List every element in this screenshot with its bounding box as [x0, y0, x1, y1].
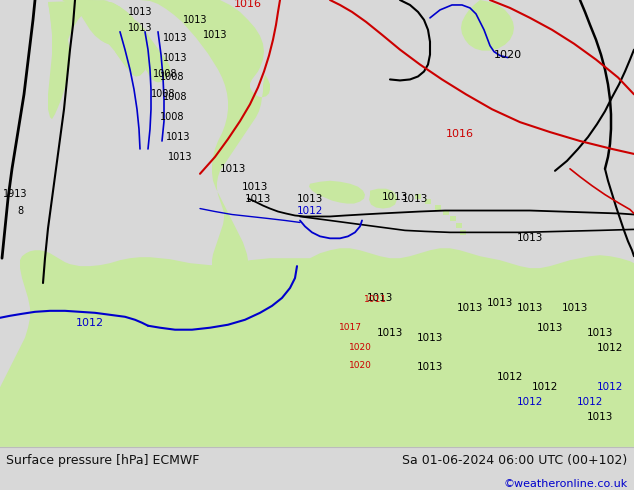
Text: 1013: 1013: [457, 303, 483, 313]
Text: 1012: 1012: [597, 382, 623, 392]
Text: 1012: 1012: [497, 372, 523, 382]
Text: Surface pressure [hPa] ECMWF: Surface pressure [hPa] ECMWF: [6, 454, 200, 467]
Text: 1016: 1016: [446, 129, 474, 139]
Text: 1013: 1013: [127, 7, 152, 17]
Text: 1013: 1013: [367, 293, 393, 303]
Text: 1013: 1013: [517, 303, 543, 313]
Text: 1008: 1008: [160, 73, 184, 82]
Text: 1013: 1013: [562, 303, 588, 313]
Text: 1013: 1013: [127, 23, 152, 33]
Text: 1012: 1012: [517, 397, 543, 407]
Text: ©weatheronline.co.uk: ©weatheronline.co.uk: [503, 479, 628, 489]
Text: 1013: 1013: [297, 194, 323, 204]
Text: 1013: 1013: [183, 15, 207, 25]
Text: 8: 8: [17, 205, 23, 216]
Text: 1013: 1013: [417, 333, 443, 343]
Text: 1013: 1013: [203, 30, 227, 40]
Text: 1008: 1008: [163, 92, 187, 102]
Text: 1012: 1012: [597, 343, 623, 353]
Text: 1013: 1013: [587, 328, 613, 338]
Text: 1013: 1013: [537, 323, 563, 333]
Text: 1013: 1013: [220, 164, 246, 174]
Text: 1016: 1016: [234, 0, 262, 9]
Text: 1012: 1012: [76, 318, 104, 328]
Text: 1020: 1020: [494, 49, 522, 60]
Text: 1013: 1013: [402, 194, 428, 204]
Text: 1011: 1011: [363, 295, 387, 304]
Text: Sa 01-06-2024 06:00 UTC (00+102): Sa 01-06-2024 06:00 UTC (00+102): [403, 454, 628, 467]
Text: 1008: 1008: [153, 70, 178, 79]
Text: 1008: 1008: [160, 112, 184, 122]
Text: 1013: 1013: [168, 152, 192, 162]
Text: 1012: 1012: [532, 382, 558, 392]
Text: 1013: 1013: [377, 328, 403, 338]
Text: 1013: 1013: [487, 298, 513, 308]
Text: 1013: 1013: [242, 182, 268, 192]
Text: 1012: 1012: [297, 205, 323, 216]
Text: 1012: 1012: [577, 397, 603, 407]
Text: 1020: 1020: [349, 343, 372, 352]
Text: 1013: 1013: [245, 194, 271, 204]
Text: 1013: 1013: [163, 52, 187, 63]
Text: 1013: 1013: [163, 33, 187, 43]
Text: 1013: 1013: [382, 192, 408, 201]
Text: 1008: 1008: [151, 89, 175, 99]
Text: 1017: 1017: [339, 323, 361, 332]
Text: 1013: 1013: [417, 363, 443, 372]
Text: 1013: 1013: [517, 233, 543, 244]
Text: 1013: 1013: [587, 412, 613, 422]
Text: 1913: 1913: [3, 189, 27, 198]
Text: 1013: 1013: [165, 132, 190, 142]
Text: 1020: 1020: [349, 361, 372, 370]
